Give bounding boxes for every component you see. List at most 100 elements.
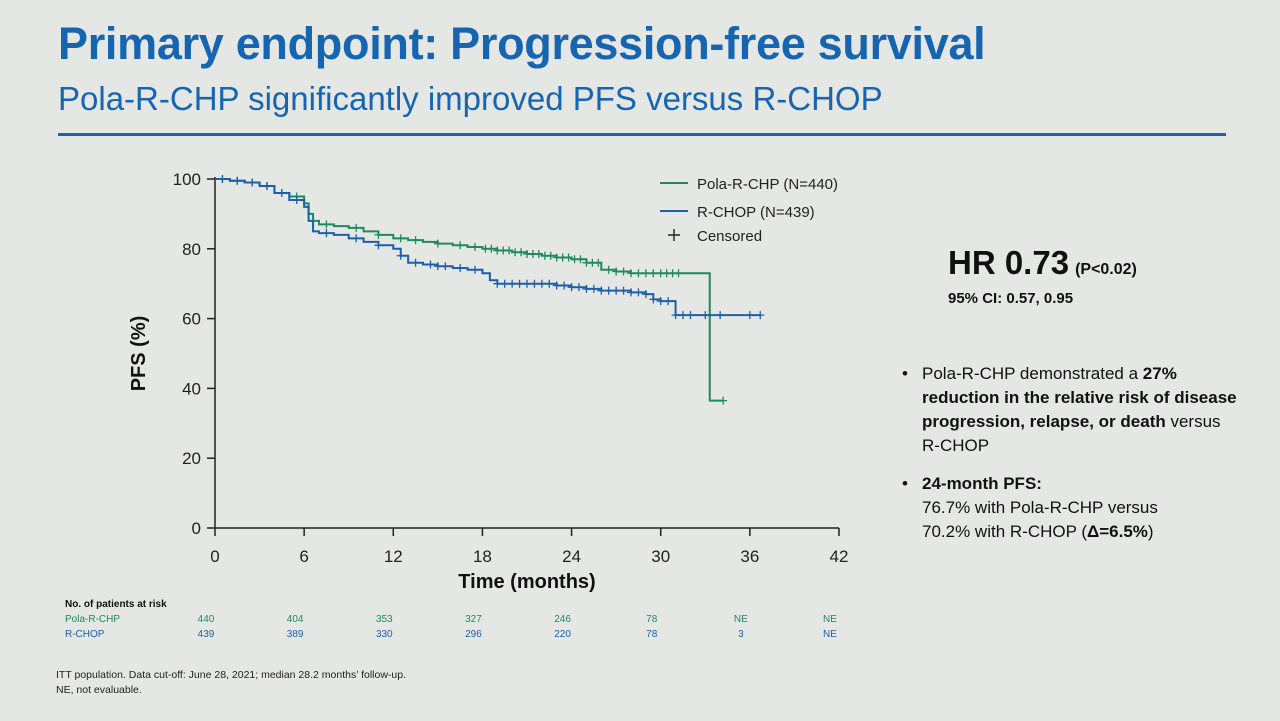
censor-mark bbox=[634, 269, 643, 278]
legend-censor-icon bbox=[668, 229, 680, 241]
y-tick-label: 80 bbox=[182, 240, 201, 259]
x-tick-label: 0 bbox=[210, 547, 219, 566]
censor-mark bbox=[530, 279, 539, 288]
key-findings: • Pola-R-CHP demonstrated a 27% reductio… bbox=[900, 362, 1240, 558]
censor-mark bbox=[567, 283, 576, 292]
censor-mark bbox=[564, 253, 573, 262]
risk-cell: 78 bbox=[646, 614, 658, 625]
risk-row-label: Pola-R-CHP bbox=[65, 614, 121, 625]
risk-cell: 404 bbox=[286, 614, 304, 625]
censor-mark bbox=[545, 279, 554, 288]
x-tick-label: 36 bbox=[740, 547, 759, 566]
censor-mark bbox=[649, 269, 658, 278]
bullet-icon: • bbox=[902, 474, 908, 493]
legend-label: Censored bbox=[697, 228, 762, 245]
censor-mark bbox=[597, 286, 606, 295]
censor-mark bbox=[500, 279, 509, 288]
censor-mark bbox=[641, 269, 650, 278]
censor-mark bbox=[523, 279, 531, 288]
censor-mark bbox=[456, 263, 465, 272]
risk-cell: NE bbox=[823, 629, 837, 640]
censor-mark bbox=[508, 279, 517, 288]
footnote: ITT population. Data cut-off: June 28, 2… bbox=[56, 669, 407, 681]
censor-mark bbox=[634, 288, 643, 297]
censor-mark bbox=[716, 311, 725, 320]
risk-cell: 327 bbox=[465, 614, 482, 625]
footnote: NE, not evaluable. bbox=[56, 684, 142, 696]
censor-mark bbox=[218, 175, 227, 183]
risk-cell: 3 bbox=[738, 629, 744, 640]
censor-mark bbox=[322, 229, 331, 238]
censor-mark bbox=[701, 311, 710, 320]
censor-mark bbox=[589, 284, 598, 293]
y-tick-label: 20 bbox=[182, 449, 201, 468]
censor-mark bbox=[426, 260, 435, 269]
finding-bold: 27% reduction in the relative risk of di… bbox=[922, 364, 1237, 431]
y-tick-label: 40 bbox=[182, 379, 201, 398]
risk-cell: 296 bbox=[465, 629, 482, 640]
finding-title: 24-month PFS: bbox=[922, 474, 1042, 493]
censor-mark bbox=[719, 396, 728, 405]
finding-risk-reduction: • Pola-R-CHP demonstrated a 27% reductio… bbox=[900, 362, 1240, 458]
legend-label: R-CHOP (N=439) bbox=[697, 204, 815, 221]
censor-mark bbox=[671, 311, 680, 320]
censor-mark bbox=[517, 248, 526, 257]
censor-mark bbox=[649, 295, 658, 304]
censor-mark bbox=[594, 258, 603, 267]
censor-mark bbox=[487, 244, 496, 253]
legend-label: Pola-R-CHP (N=440) bbox=[697, 176, 838, 193]
censor-mark bbox=[396, 251, 405, 260]
censor-mark bbox=[679, 311, 687, 320]
risk-cell: 353 bbox=[375, 614, 393, 625]
censor-mark bbox=[546, 251, 555, 260]
finding-text: Pola-R-CHP demonstrated a bbox=[922, 364, 1143, 383]
censor-mark bbox=[411, 236, 420, 245]
censor-mark bbox=[396, 234, 405, 243]
finding-text-end: ) bbox=[1147, 522, 1154, 541]
risk-cell: 440 bbox=[197, 614, 215, 625]
censor-mark bbox=[604, 286, 613, 295]
x-tick-label: 18 bbox=[473, 547, 492, 566]
censor-mark bbox=[534, 250, 543, 259]
risk-cell: NE bbox=[823, 614, 837, 625]
risk-cell: 78 bbox=[646, 629, 658, 640]
censor-mark bbox=[471, 243, 479, 252]
confidence-interval: 95% CI: 0.57, 0.95 bbox=[948, 290, 1074, 307]
risk-cell: 330 bbox=[375, 629, 393, 640]
censor-mark bbox=[656, 297, 665, 306]
x-tick-label: 24 bbox=[562, 547, 581, 566]
hazard-ratio-value: HR 0.73 bbox=[948, 244, 1070, 281]
censor-mark bbox=[505, 246, 514, 255]
censor-mark bbox=[233, 176, 242, 185]
censor-mark bbox=[552, 281, 561, 290]
censor-mark bbox=[686, 311, 695, 320]
censor-mark bbox=[604, 265, 613, 274]
censor-mark bbox=[433, 239, 442, 248]
censor-mark bbox=[277, 188, 286, 197]
censor-mark bbox=[641, 290, 650, 299]
censor-mark bbox=[292, 195, 301, 204]
title-divider bbox=[58, 133, 1226, 136]
censor-mark bbox=[664, 297, 673, 306]
censor-mark bbox=[456, 241, 465, 250]
censor-mark bbox=[374, 241, 383, 250]
censor-mark bbox=[576, 255, 585, 264]
x-tick-label: 12 bbox=[384, 547, 403, 566]
censor-mark bbox=[575, 283, 583, 292]
x-tick-label: 6 bbox=[299, 547, 308, 566]
y-tick-label: 100 bbox=[173, 170, 201, 189]
censor-mark bbox=[627, 288, 635, 297]
censor-mark bbox=[619, 286, 628, 295]
risk-row-label: R-CHOP bbox=[65, 629, 105, 640]
finding-delta: Δ=6.5% bbox=[1087, 522, 1148, 541]
censor-mark bbox=[674, 269, 683, 278]
censor-mark bbox=[627, 269, 635, 278]
censor-mark bbox=[515, 279, 524, 288]
censor-mark bbox=[352, 234, 361, 243]
censor-mark bbox=[263, 181, 271, 190]
bullet-icon: • bbox=[902, 364, 908, 383]
censor-mark bbox=[433, 262, 442, 271]
censor-mark bbox=[537, 279, 546, 288]
censor-mark bbox=[352, 223, 361, 232]
